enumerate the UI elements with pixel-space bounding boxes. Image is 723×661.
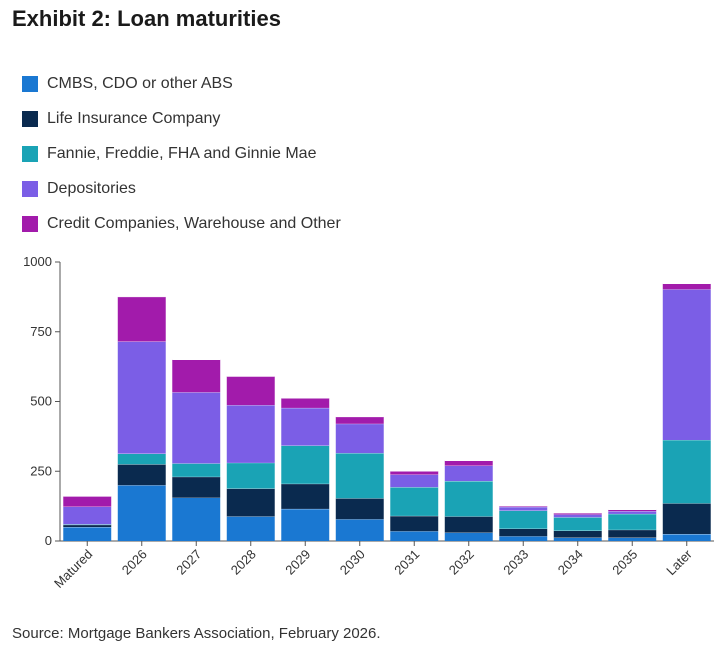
legend: CMBS, CDO or other ABS Life Insurance Co…	[22, 66, 341, 241]
x-tick-label: 2035	[609, 547, 640, 578]
x-tick-label: Later	[663, 546, 695, 578]
legend-label-life-insurance: Life Insurance Company	[47, 109, 221, 127]
bar-segment	[662, 503, 711, 535]
bar-segment	[117, 453, 166, 465]
bar-segment	[390, 474, 439, 488]
bar-segment	[335, 453, 384, 499]
legend-item-gse: Fannie, Freddie, FHA and Ginnie Mae	[22, 136, 341, 171]
bar-segment	[335, 498, 384, 520]
stacked-bar-chart: 0 250 500 750 1000 Matured 2026 2027 2028 2029 203…	[23, 254, 714, 591]
bar-segment	[390, 515, 439, 532]
bar-segment	[608, 513, 657, 530]
bar-segment	[444, 481, 493, 517]
bar-segment	[63, 527, 112, 541]
bar-segment	[499, 528, 548, 537]
bar-segment	[226, 488, 275, 517]
bar-segment	[63, 506, 112, 525]
bar-segment	[63, 524, 112, 528]
bar-segment	[172, 463, 221, 477]
bar-segment	[499, 506, 548, 507]
legend-label-cmbs: CMBS, CDO or other ABS	[47, 74, 233, 92]
bar-segment	[608, 511, 657, 514]
x-tick-label: 2029	[282, 547, 313, 578]
bar-segment	[444, 465, 493, 482]
y-tick-label: 1000	[23, 254, 52, 269]
legend-label-gse: Fannie, Freddie, FHA and Ginnie Mae	[47, 144, 317, 162]
bar-segment	[662, 289, 711, 441]
legend-label-credit-companies: Credit Companies, Warehouse and Other	[47, 214, 341, 232]
legend-item-life-insurance: Life Insurance Company	[22, 101, 341, 136]
bar-segment	[226, 376, 275, 406]
legend-swatch-life-insurance	[22, 110, 38, 127]
bar-segment	[335, 423, 384, 454]
x-tick-label: 2030	[337, 547, 368, 578]
bar-segment	[281, 483, 330, 509]
bar-segment	[226, 462, 275, 489]
legend-item-cmbs: CMBS, CDO or other ABS	[22, 66, 341, 101]
x-tick-label: 2034	[555, 547, 586, 578]
y-tick-label: 500	[30, 394, 52, 409]
x-tick-label: 2031	[391, 547, 422, 578]
bar-segment	[553, 514, 602, 518]
bar-segment	[390, 487, 439, 516]
bar-segment	[390, 471, 439, 475]
bar-segment	[499, 510, 548, 529]
bar-segment	[444, 460, 493, 466]
bar-segment	[335, 519, 384, 541]
bar-segment	[281, 445, 330, 484]
legend-swatch-credit-companies	[22, 215, 38, 232]
bar-segment	[662, 440, 711, 504]
source-note: Source: Mortgage Bankers Association, Fe…	[12, 625, 381, 642]
chart-title: Exhibit 2: Loan maturities	[12, 6, 281, 31]
legend-item-credit-companies: Credit Companies, Warehouse and Other	[22, 206, 341, 241]
bar-segment	[172, 359, 221, 393]
bar-segment	[281, 407, 330, 446]
x-tick-label: Matured	[51, 547, 95, 591]
bar-segment	[608, 529, 657, 538]
bar-segment	[390, 531, 439, 541]
y-tick-label: 250	[30, 463, 52, 478]
bar-segment	[662, 534, 711, 541]
bar-segment	[226, 516, 275, 541]
bar-segment	[499, 506, 548, 511]
bar-segment	[662, 283, 711, 290]
bar-segment	[117, 341, 166, 454]
x-tick-label: 2027	[173, 547, 204, 578]
bar-segment	[172, 392, 221, 464]
bar-segment	[117, 464, 166, 486]
bar-segment	[444, 516, 493, 533]
legend-swatch-cmbs	[22, 75, 38, 92]
y-tick-label: 0	[45, 533, 52, 548]
x-tick-label: 2026	[119, 547, 150, 578]
bar-segment	[553, 537, 602, 541]
bar-segment	[281, 398, 330, 408]
bar-segment	[608, 509, 657, 512]
bar-segment	[172, 476, 221, 498]
bar-segment	[117, 485, 166, 541]
bar-segment	[499, 536, 548, 541]
bar-segment	[63, 496, 112, 507]
bar-segment	[608, 537, 657, 541]
bar-segment	[553, 530, 602, 538]
bar-segment	[335, 416, 384, 424]
legend-label-depositories: Depositories	[47, 179, 136, 197]
x-tick-label: 2032	[446, 547, 477, 578]
bar-segment	[281, 508, 330, 541]
bar-segment	[444, 532, 493, 541]
y-tick-label: 750	[30, 324, 52, 339]
bar-segment	[172, 497, 221, 541]
bar-segment	[553, 513, 602, 515]
bar-segment	[553, 517, 602, 531]
bar-segment	[117, 296, 166, 342]
legend-item-depositories: Depositories	[22, 171, 341, 206]
x-tick-label: 2033	[500, 547, 531, 578]
bar-segment	[226, 405, 275, 463]
x-tick-label: 2028	[228, 547, 259, 578]
legend-swatch-depositories	[22, 180, 38, 197]
legend-swatch-gse	[22, 145, 38, 162]
